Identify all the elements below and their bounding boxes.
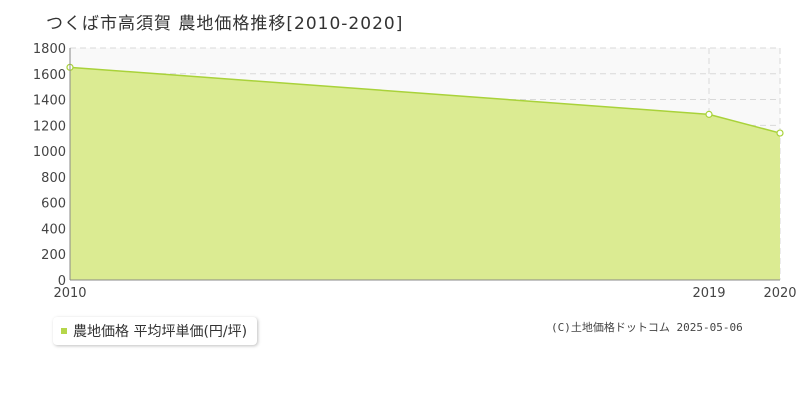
data-point bbox=[705, 110, 713, 118]
axes bbox=[69, 48, 780, 281]
y-tick-label: 400 bbox=[41, 222, 66, 237]
series-area bbox=[70, 67, 780, 280]
y-tick-label: 1800 bbox=[33, 42, 66, 57]
legend: 農地価格 平均坪単価(円/坪) bbox=[53, 317, 258, 345]
series-layer bbox=[66, 63, 784, 280]
x-tick-label: 2019 bbox=[692, 286, 725, 301]
legend-swatch bbox=[61, 328, 67, 334]
copyright-text: (C)土地価格ドットコム 2025-05-06 bbox=[551, 321, 743, 334]
data-point bbox=[776, 129, 784, 137]
y-tick-label: 1600 bbox=[33, 68, 66, 83]
tick-labels: 0 200 400 600 800 1000 1200 1400 1600 1800 2010 201… bbox=[33, 42, 797, 301]
y-tick-label: 800 bbox=[41, 171, 66, 186]
x-tick-label: 2020 bbox=[763, 286, 796, 301]
legend-label: 農地価格 平均坪単価(円/坪) bbox=[73, 324, 248, 340]
y-tick-label: 600 bbox=[41, 197, 66, 212]
y-tick-label: 1400 bbox=[33, 94, 66, 109]
y-tick-label: 1000 bbox=[33, 145, 66, 160]
chart-title: つくば市高須賀 農地価格推移[2010-2020] bbox=[46, 14, 404, 34]
y-tick-label: 0 bbox=[58, 274, 66, 289]
y-tick-label: 1200 bbox=[33, 119, 66, 134]
x-tick-label: 2010 bbox=[53, 286, 86, 301]
y-tick-label: 200 bbox=[41, 248, 66, 263]
